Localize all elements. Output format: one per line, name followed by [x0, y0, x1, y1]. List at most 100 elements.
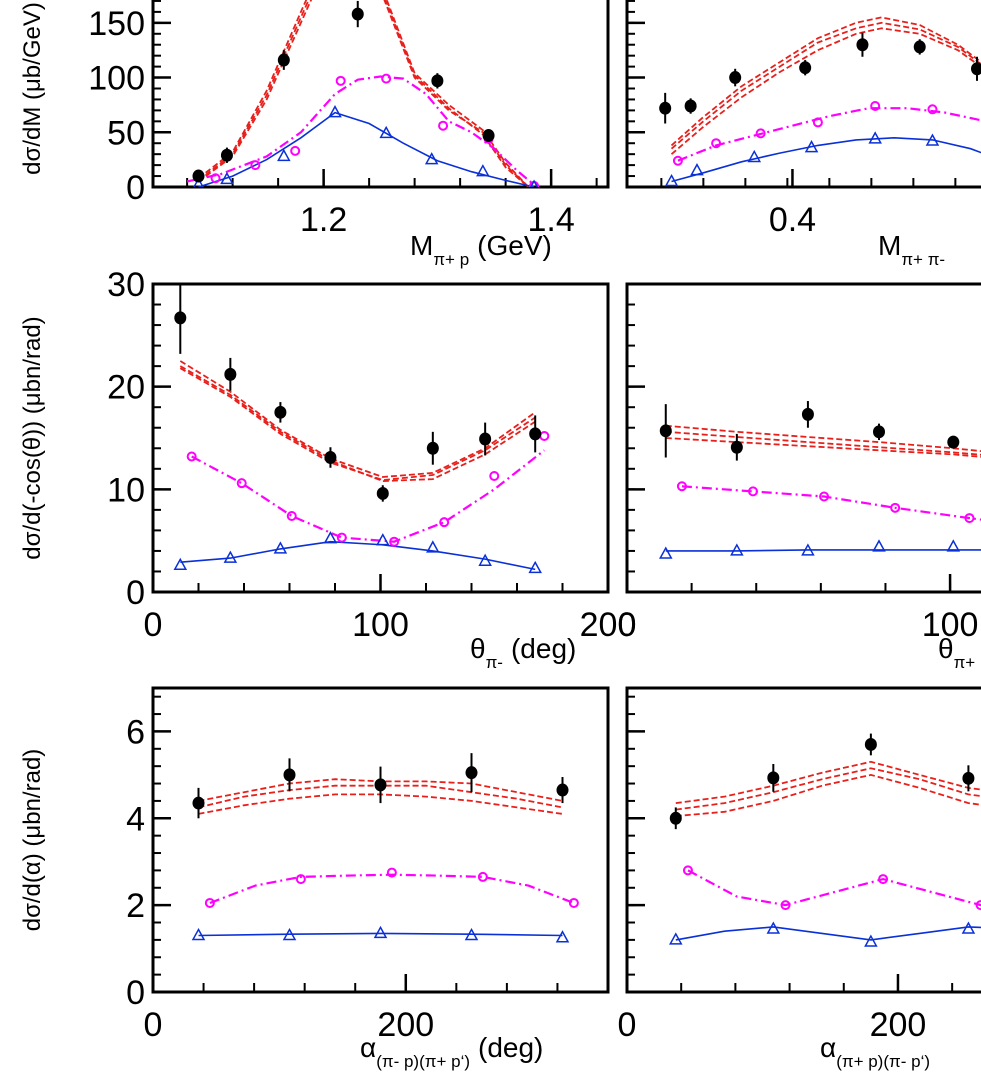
blue-point: [804, 140, 819, 153]
blue-point: [328, 105, 342, 118]
y-axis-label: dσ/d(-cos(θ)) (μbn/rad): [19, 316, 46, 559]
x-tick-label: 200: [870, 1006, 927, 1044]
pink-point: [290, 145, 301, 156]
pink-point: [870, 101, 881, 112]
model-curve-blue: [180, 540, 536, 571]
x-axis-symbol: α: [820, 1032, 836, 1063]
pink-point: [568, 897, 579, 908]
model-curve-red: [675, 773, 981, 817]
data-point: [192, 796, 205, 810]
model-curve-red: [665, 430, 981, 456]
x-axis-unit: (GeV): [477, 230, 552, 261]
blue-point: [193, 177, 204, 187]
data-point: [730, 440, 743, 454]
data-point: [431, 74, 444, 88]
blue-point: [664, 173, 679, 187]
pink-point: [964, 513, 975, 524]
plot-area: [659, 401, 981, 559]
blue-point: [464, 927, 479, 941]
data-point: [947, 435, 960, 449]
y-tick-label: 100: [88, 60, 145, 98]
blue-point: [690, 163, 704, 176]
x-tick-label: 200: [580, 606, 637, 644]
pink-point: [439, 517, 450, 528]
x-tick-label: 0: [618, 1006, 637, 1044]
model-curve-red: [670, 16, 981, 147]
y-axis-label: dσ/dM (μb/GeV): [19, 2, 46, 175]
pink-point: [819, 491, 830, 502]
data-point: [277, 53, 290, 67]
data-point: [659, 101, 672, 115]
model-curve-red: [665, 424, 981, 453]
plot-area: [186, 0, 540, 187]
x-axis-symbol: α: [360, 1032, 376, 1063]
pink-point: [250, 160, 261, 171]
x-tick-label: 100: [922, 606, 979, 644]
blue-point: [528, 560, 542, 574]
plot-frame: [625, 282, 981, 594]
data-point: [465, 766, 478, 780]
pink-point: [236, 478, 247, 489]
model-curve-red: [670, 21, 981, 150]
model-curve-pink: [687, 869, 981, 907]
blue-point: [747, 149, 762, 163]
x-tick-label: 0.4: [769, 201, 816, 239]
blue-point: [373, 925, 388, 939]
x-axis-label: Mπ+ p (GeV): [410, 230, 552, 269]
x-tick-label: 1.4: [527, 201, 574, 239]
model-curve-red: [197, 0, 530, 187]
model-curve-red: [670, 27, 981, 155]
data-point: [283, 768, 296, 782]
model-curve-blue: [675, 926, 981, 941]
pink-point: [336, 532, 347, 543]
model-curve-red: [197, 0, 529, 187]
model-curve-red: [179, 367, 536, 482]
data-point: [556, 783, 569, 797]
blue-point: [173, 557, 188, 571]
plot-frame: [151, 686, 610, 994]
y-tick-label: 6: [126, 713, 145, 751]
data-point: [767, 771, 780, 785]
blue-point: [659, 546, 673, 559]
x-axis-label: Mπ+ π-: [878, 230, 945, 269]
y-tick-label: 50: [107, 114, 145, 152]
pink-point: [210, 173, 221, 184]
y-axis-label: dσ/d(α) (μbn/rad): [19, 749, 46, 932]
data-point: [873, 425, 885, 439]
blue-point: [864, 934, 878, 947]
data-point: [351, 7, 364, 21]
data-point: [913, 40, 926, 54]
pink-point: [381, 73, 392, 84]
data-point: [669, 811, 682, 825]
x-tick-label: 1.2: [300, 201, 347, 239]
data-point: [684, 99, 697, 113]
data-point: [479, 432, 492, 446]
data-point: [801, 407, 814, 421]
blue-point: [323, 531, 338, 544]
data-point: [529, 427, 542, 441]
model-curve-pink: [677, 107, 981, 162]
pink-point: [335, 75, 346, 86]
blue-point: [801, 543, 815, 556]
blue-point: [555, 930, 570, 943]
blue-point: [872, 539, 886, 552]
x-axis-subscript: π+: [954, 653, 976, 672]
x-axis-symbol: M: [410, 230, 433, 261]
panel-p5: 0 2 4 6 0 200 dσ/d(α) (μbn/rad) α(π- p)(π+ p‘) (…: [19, 686, 610, 1071]
data-point: [729, 71, 742, 85]
data-point: [274, 405, 287, 419]
data-point: [192, 169, 205, 183]
model-curve-pink: [681, 485, 981, 521]
blue-point: [730, 543, 744, 556]
pink-point: [438, 120, 449, 131]
x-axis-unit: (deg): [511, 633, 576, 664]
x-tick-label: 0: [618, 606, 637, 644]
y-tick-label: 20: [107, 369, 145, 407]
pink-point: [676, 481, 687, 492]
blue-point: [376, 533, 390, 546]
x-tick-label: 100: [352, 606, 409, 644]
pink-point: [890, 502, 901, 513]
